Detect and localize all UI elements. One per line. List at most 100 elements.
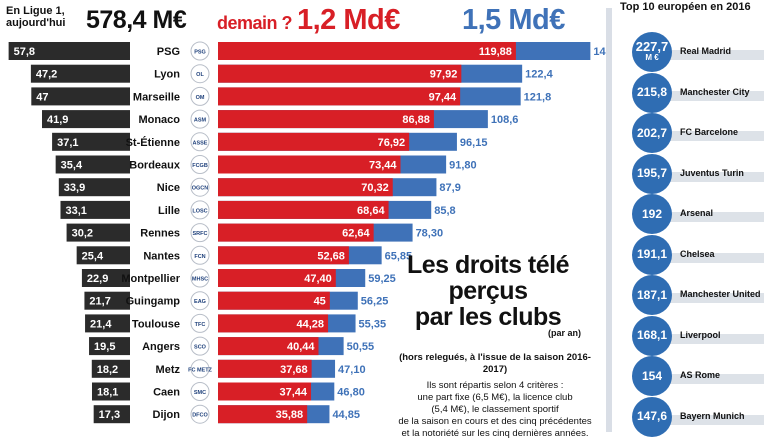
sidebar-value-circle: 187,1 xyxy=(632,275,672,315)
top10-sidebar: Top 10 européen en 2016 227,7 M € Real Mad… xyxy=(606,0,768,437)
current-value-label: 22,9 xyxy=(87,273,108,285)
sidebar-divider xyxy=(606,8,612,432)
sidebar-club-row: 192 Arsenal xyxy=(620,194,764,234)
club-logo xyxy=(190,223,210,243)
tomorrow-bar xyxy=(218,64,462,83)
sidebar-club-row: 168,1 Liverpool xyxy=(620,315,764,356)
future-value-label: 91,80 xyxy=(449,160,477,172)
club-logo xyxy=(190,268,210,288)
tomorrow-bar xyxy=(218,337,319,356)
current-value-label: 18,2 xyxy=(97,364,118,376)
current-bar xyxy=(93,405,130,424)
future-value-label: 50,55 xyxy=(347,341,375,353)
current-bar xyxy=(84,291,130,310)
future-total: 1,5 Md€ xyxy=(462,4,565,36)
sidebar-club-name: Manchester United xyxy=(680,289,761,299)
current-value-label: 47 xyxy=(36,91,48,103)
club-logo xyxy=(190,382,210,401)
tomorrow-value-label: 97,92 xyxy=(430,69,458,81)
sidebar-row-band xyxy=(654,50,764,60)
tomorrow-bar xyxy=(218,110,434,129)
current-bar xyxy=(58,178,131,197)
current-bar xyxy=(42,110,131,129)
today-caption-line-2: aujourd'hui xyxy=(6,17,66,29)
future-value-label: 46,80 xyxy=(337,387,365,399)
tomorrow-bar xyxy=(218,223,374,242)
tomorrow-bar xyxy=(218,87,461,106)
today-total: 578,4 M€ xyxy=(86,6,187,34)
tomorrow-value-label: 35,88 xyxy=(276,409,304,421)
sidebar-club-name: Manchester City xyxy=(680,86,750,97)
sidebar-club-row: 227,7 M € Real Madrid xyxy=(620,32,764,72)
sidebar-value-circle: 195,7 xyxy=(632,153,672,194)
club-logo-text: SRFC xyxy=(193,231,208,237)
current-value-label: 17,3 xyxy=(99,409,120,421)
club-logo xyxy=(190,359,210,379)
future-value-label: 87,9 xyxy=(439,182,460,194)
club-name-label: Monaco xyxy=(138,114,180,126)
sidebar-club-row: 202,7 FC Barcelone xyxy=(620,113,764,153)
club-name-label: St-Étienne xyxy=(126,136,180,149)
tomorrow-value-label: 52,68 xyxy=(317,250,345,262)
sidebar-club-name: Real Madrid xyxy=(680,46,732,56)
tomorrow-bar xyxy=(218,314,329,333)
tomorrow-bar xyxy=(218,42,516,60)
tv-rights-chart: 57,8 PSG PSG 119,88 149,85 47,2 Lyon OL 97,92 122… xyxy=(8,41,606,424)
club-logo-text: LOSC xyxy=(192,208,207,214)
future-value-label: 149,85 xyxy=(593,46,606,58)
tomorrow-value-label: 86,88 xyxy=(402,114,430,126)
tomorrow-value-label: 47,40 xyxy=(304,273,332,285)
tomorrow-bar xyxy=(218,132,410,151)
tomorrow-bar xyxy=(218,291,330,310)
current-bar xyxy=(76,246,130,265)
current-bar xyxy=(60,200,130,219)
current-bar xyxy=(91,359,130,378)
current-value-label: 47,2 xyxy=(36,69,57,81)
club-logo xyxy=(190,109,210,129)
club-logo-text: OL xyxy=(196,72,204,78)
criteria-line: Ils sont répartis selon 4 critères : xyxy=(426,380,564,391)
club-logo xyxy=(190,177,210,197)
club-name-label: Nantes xyxy=(143,250,180,262)
today-caption: En Ligue 1, aujourd'hui xyxy=(6,5,65,29)
club-logo xyxy=(190,245,210,265)
club-name-label: PSG xyxy=(157,46,180,58)
tomorrow-total: 1,2 Md€ xyxy=(297,4,400,36)
sidebar-club-name: FC Barcelone xyxy=(680,127,739,137)
current-bar xyxy=(66,223,130,242)
criteria-text: (hors relegués, à l'issue de la saison 2… xyxy=(390,352,600,440)
sidebar-value: 202,7 xyxy=(636,125,668,140)
future-value-label: 59,25 xyxy=(368,273,396,285)
club-logo xyxy=(190,313,210,333)
club-logo-text: SMC xyxy=(194,390,206,396)
sidebar-value-circle: 154 xyxy=(632,356,672,396)
sidebar-row-band xyxy=(654,374,764,384)
sidebar-value: 215,8 xyxy=(636,85,668,99)
club-name-label: Rennes xyxy=(140,228,180,240)
future-value-label: 56,25 xyxy=(361,296,389,308)
tomorrow-value-label: 44,28 xyxy=(297,318,325,330)
sidebar-value-circle: 147,6 xyxy=(632,396,672,437)
sidebar-club-row: 147,6 Bayern Munich xyxy=(620,396,764,437)
sidebar-club-name: Chelsea xyxy=(680,248,715,259)
per-year-note: (par an) xyxy=(548,328,582,338)
sidebar-row-band xyxy=(654,212,764,222)
sidebar-value: 227,7 xyxy=(635,39,669,54)
club-name-label: Metz xyxy=(156,364,181,376)
criteria-line: de la saison en cours et des cinq précéd… xyxy=(398,416,592,427)
current-bar xyxy=(31,87,130,106)
sidebar-club-row: 154 AS Rome xyxy=(620,356,764,396)
club-logo-text: OM xyxy=(196,95,205,101)
current-bar xyxy=(8,42,130,60)
club-logo xyxy=(190,404,210,424)
club-name-label: Montpellier xyxy=(121,273,180,285)
tomorrow-bar xyxy=(218,178,393,197)
tomorrow-value-label: 40,44 xyxy=(287,341,315,353)
club-logo xyxy=(190,200,210,220)
club-name-label: Toulouse xyxy=(132,318,180,330)
club-logo xyxy=(190,336,210,356)
club-logo-text: DFCO xyxy=(192,413,208,419)
sidebar-value: 147,6 xyxy=(636,409,668,423)
sidebar-row-band xyxy=(654,90,764,101)
future-value-label: 47,10 xyxy=(338,364,366,376)
